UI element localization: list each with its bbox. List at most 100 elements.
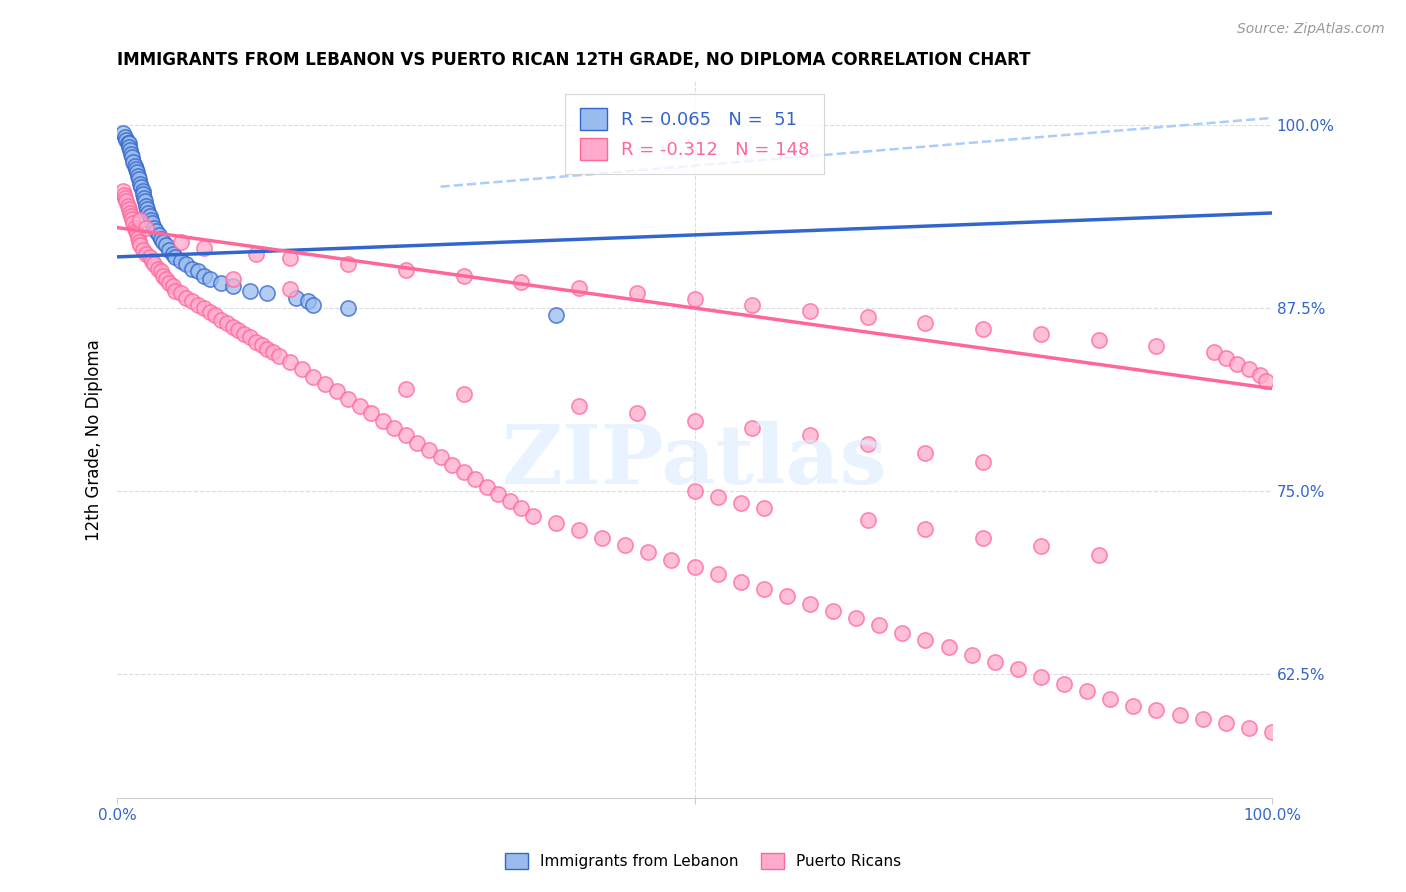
- Point: [453, 465, 475, 479]
- Point: [591, 531, 613, 545]
- Point: [193, 268, 215, 283]
- Point: [135, 247, 157, 261]
- Point: [960, 648, 983, 662]
- Point: [1087, 548, 1109, 562]
- Point: [799, 304, 821, 318]
- Point: [845, 611, 868, 625]
- Point: [302, 369, 325, 384]
- Point: [135, 220, 157, 235]
- Point: [118, 140, 141, 154]
- Point: [129, 177, 152, 191]
- Point: [117, 199, 139, 213]
- Point: [544, 309, 567, 323]
- Point: [181, 293, 204, 308]
- Point: [1226, 357, 1249, 371]
- Point: [371, 414, 394, 428]
- Point: [914, 522, 936, 536]
- Point: [1076, 684, 1098, 698]
- Point: [122, 216, 145, 230]
- Point: [170, 254, 193, 268]
- Point: [325, 384, 347, 399]
- Point: [176, 257, 198, 271]
- Point: [157, 243, 180, 257]
- Point: [209, 312, 232, 326]
- Point: [706, 490, 728, 504]
- Point: [157, 276, 180, 290]
- Point: [148, 227, 170, 242]
- Point: [131, 186, 153, 201]
- Point: [239, 330, 262, 344]
- Point: [464, 472, 486, 486]
- Text: Source: ZipAtlas.com: Source: ZipAtlas.com: [1237, 22, 1385, 37]
- Point: [111, 126, 134, 140]
- Point: [683, 483, 706, 498]
- Point: [856, 437, 879, 451]
- Point: [568, 524, 591, 538]
- Point: [114, 191, 136, 205]
- Point: [187, 264, 209, 278]
- Point: [146, 261, 169, 276]
- Point: [198, 305, 221, 319]
- Point: [131, 243, 153, 257]
- Point: [139, 213, 162, 227]
- Point: [1122, 698, 1144, 713]
- Point: [132, 191, 155, 205]
- Point: [395, 428, 418, 442]
- Point: [138, 206, 160, 220]
- Point: [823, 604, 845, 618]
- Point: [614, 538, 637, 552]
- Point: [1087, 333, 1109, 347]
- Point: [124, 159, 146, 173]
- Point: [1215, 351, 1237, 365]
- Point: [337, 301, 360, 315]
- Point: [134, 194, 156, 209]
- Point: [152, 268, 174, 283]
- Point: [475, 479, 498, 493]
- Point: [162, 247, 184, 261]
- Point: [752, 582, 775, 596]
- Point: [129, 238, 152, 252]
- Point: [118, 143, 141, 157]
- Point: [683, 293, 706, 307]
- Point: [128, 235, 150, 250]
- Point: [112, 188, 135, 202]
- Point: [198, 272, 221, 286]
- Point: [1261, 725, 1284, 739]
- Point: [1007, 662, 1029, 676]
- Point: [187, 298, 209, 312]
- Point: [856, 513, 879, 527]
- Point: [972, 531, 994, 545]
- Point: [297, 293, 319, 308]
- Point: [245, 334, 267, 349]
- Point: [626, 286, 648, 301]
- Point: [163, 250, 186, 264]
- Point: [124, 220, 146, 235]
- Point: [337, 257, 360, 271]
- Point: [233, 327, 256, 342]
- Point: [117, 136, 139, 150]
- Point: [522, 508, 544, 523]
- Point: [193, 301, 215, 315]
- Point: [128, 172, 150, 186]
- Point: [453, 387, 475, 401]
- Point: [544, 516, 567, 530]
- Point: [131, 184, 153, 198]
- Point: [1237, 721, 1260, 735]
- Point: [1029, 670, 1052, 684]
- Point: [239, 284, 262, 298]
- Point: [150, 264, 173, 278]
- Point: [395, 263, 418, 277]
- Point: [170, 286, 193, 301]
- Point: [228, 323, 250, 337]
- Point: [121, 211, 143, 226]
- Point: [637, 545, 659, 559]
- Point: [121, 150, 143, 164]
- Point: [418, 442, 440, 457]
- Point: [706, 567, 728, 582]
- Point: [256, 342, 278, 356]
- Point: [349, 399, 371, 413]
- Point: [129, 213, 152, 227]
- Point: [683, 560, 706, 574]
- Point: [111, 184, 134, 198]
- Point: [856, 310, 879, 324]
